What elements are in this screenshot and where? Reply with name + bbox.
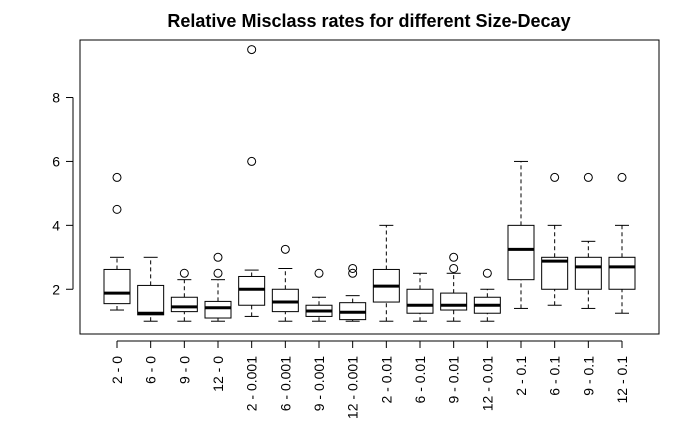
y-tick-label: 2 [52, 281, 60, 297]
outlier-point [213, 268, 223, 278]
box-0 [103, 172, 131, 311]
x-tick-label: 12 - 0.001 [345, 356, 361, 419]
box-15 [608, 172, 636, 314]
box-12 [507, 160, 535, 309]
y-tick-label: 6 [52, 153, 60, 169]
iqr-box [406, 288, 434, 314]
outlier-point [112, 172, 122, 182]
box-8 [372, 224, 400, 322]
x-tick-label: 9 - 0.001 [311, 356, 327, 411]
x-tick-label: 6 - 0 [143, 356, 159, 384]
box-2 [170, 268, 198, 322]
iqr-box [170, 296, 198, 313]
x-tick-label: 9 - 0.1 [580, 356, 596, 396]
x-tick-label: 12 - 0.1 [614, 356, 630, 404]
outlier-point [449, 252, 459, 262]
iqr-box [507, 224, 535, 281]
outlier-point [247, 45, 257, 55]
boxes-group [103, 45, 636, 322]
iqr-box [440, 292, 468, 311]
outlier-point [449, 263, 459, 273]
outlier-point [348, 263, 358, 273]
x-tick-label: 12 - 0.01 [479, 356, 495, 411]
outlier-point [247, 156, 257, 166]
x-tick-label: 6 - 0.01 [412, 356, 428, 404]
iqr-box [204, 300, 232, 319]
outlier-point [280, 244, 290, 254]
outlier-point [112, 204, 122, 214]
x-tick-label: 2 - 0.001 [244, 356, 260, 411]
box-6 [305, 268, 333, 322]
box-3 [204, 252, 232, 322]
y-tick-label: 4 [52, 217, 60, 233]
box-11 [473, 268, 501, 322]
y-axis: 2 4 6 8 [52, 90, 74, 297]
x-tick-label: 2 - 0.01 [378, 356, 394, 404]
box-14 [574, 172, 602, 309]
x-tick-label: 6 - 0.1 [547, 356, 563, 396]
outlier-point [583, 172, 593, 182]
plot-frame [79, 39, 660, 335]
outlier-point [550, 172, 560, 182]
box-9 [406, 272, 434, 322]
box-7 [339, 263, 367, 322]
iqr-box [608, 256, 636, 290]
x-tick-label: 9 - 0 [176, 356, 192, 384]
x-tick-label: 12 - 0 [210, 356, 226, 392]
iqr-box [137, 284, 165, 316]
box-10 [440, 252, 468, 322]
x-tick-label: 9 - 0.01 [446, 356, 462, 404]
box-4 [238, 45, 266, 317]
iqr-box [574, 256, 602, 290]
iqr-box [238, 275, 266, 306]
box-1 [137, 256, 165, 322]
outlier-point [314, 268, 324, 278]
x-tick-label: 2 - 0.1 [513, 356, 529, 396]
iqr-box [271, 288, 299, 313]
x-tick-label: 6 - 0.001 [277, 356, 293, 411]
box-13 [541, 172, 569, 306]
x-axis: 2 - 0 6 - 0 9 - 0 12 - 0 2 - 0.001 6 - 0.001 9… [109, 340, 630, 419]
outlier-point [348, 268, 358, 278]
x-tick-label: 2 - 0 [109, 356, 125, 384]
iqr-box [103, 268, 131, 305]
outlier-point [213, 252, 223, 262]
outlier-point [179, 268, 189, 278]
box-5 [271, 244, 299, 322]
chart-title: Relative Misclass rates for different Si… [167, 11, 570, 31]
outlier-point [482, 268, 492, 278]
outlier-point [617, 172, 627, 182]
y-tick-label: 8 [52, 90, 60, 106]
